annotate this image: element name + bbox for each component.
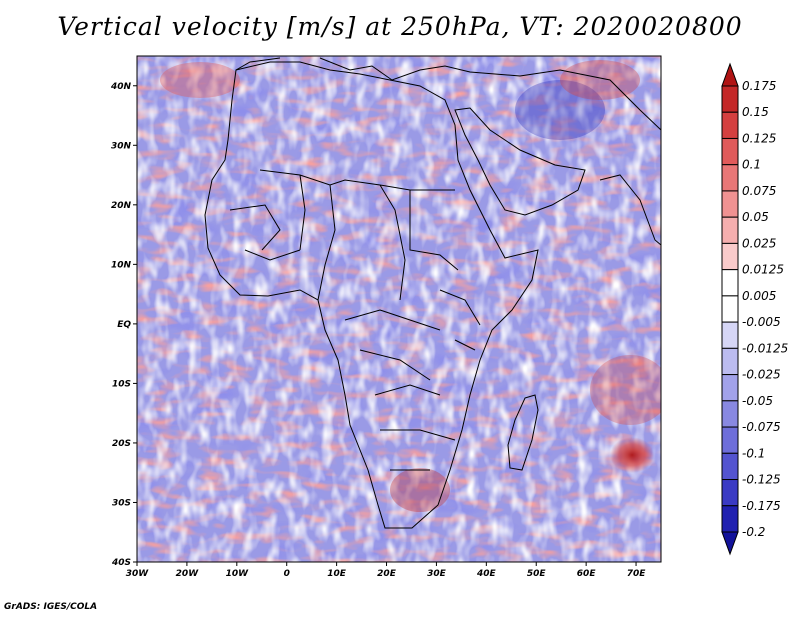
india-coastline	[599, 174, 661, 246]
colorbar-label: -0.05	[742, 394, 773, 408]
lon-tick-label: 50E	[527, 569, 547, 579]
credit-label: GrADS: IGES/COLA	[4, 602, 98, 612]
colorbar-segment	[721, 242, 739, 271]
plot-frame	[136, 55, 662, 563]
lat-tick-label: 40N	[110, 82, 132, 92]
colorbar-segment	[721, 347, 739, 376]
colorbar-segment	[721, 269, 739, 297]
colorbar-label: 0.0125	[742, 263, 784, 277]
colorbar-top-arrow	[721, 62, 739, 87]
colorbar-segment	[721, 190, 739, 218]
lon-tick-label: 10E	[327, 569, 347, 579]
lon-tick-label: 10W	[226, 569, 250, 579]
lat-tick-label: 10N	[111, 260, 132, 270]
lat-tick-label: EQ	[117, 320, 131, 330]
colorbar-segment	[721, 426, 739, 454]
arabia-coastline	[454, 107, 586, 216]
lat-tick-label: 30S	[112, 498, 131, 508]
chart-title: Vertical velocity [m/s] at 250hPa, VT: 2…	[57, 12, 743, 41]
colorbar-segment	[721, 295, 739, 323]
colorbar-segment	[721, 505, 739, 533]
lon-tick-label: 20W	[176, 569, 200, 579]
lat-tick-label: 20S	[112, 439, 131, 449]
lat-tick-label: 40S	[111, 558, 131, 568]
lon-tick-label: 30E	[427, 569, 447, 579]
colorbar: 0.175 0.15 0.125 0.1 0.075 0.05 0.025 0.0125 0.0…	[721, 62, 788, 556]
lon-tick-label: 0	[284, 569, 290, 579]
colorbar-label: 0.15	[742, 105, 769, 119]
longitude-axis: 30W 20W 10W 0 10E 20E 30E 40E 50E 60E 70E	[126, 562, 646, 579]
colorbar-label: 0.175	[742, 79, 776, 93]
latitude-axis: 40N 30N 20N 10N EQ 10S 20S 30S 40S	[110, 82, 137, 568]
colorbar-segment	[721, 321, 739, 349]
colorbar-label: -0.005	[742, 315, 781, 329]
lat-tick-label: 10S	[112, 379, 131, 389]
colorbar-segment	[721, 137, 739, 166]
colorbar-segment	[721, 111, 739, 139]
colorbar-label: 0.025	[742, 236, 776, 250]
colorbar-segment	[721, 400, 739, 428]
colorbar-bottom-arrow	[721, 531, 739, 556]
lon-tick-label: 20E	[377, 569, 397, 579]
colorbar-segment	[721, 452, 739, 481]
africa-coastline	[204, 61, 539, 529]
lat-tick-label: 20N	[111, 201, 132, 211]
lon-tick-label: 40E	[476, 569, 497, 579]
colorbar-segment	[721, 479, 739, 507]
colorbar-label: 0.05	[742, 210, 769, 224]
colorbar-label: -0.2	[742, 525, 765, 539]
colorbar-label: 0.125	[742, 131, 776, 145]
europe-coastline	[235, 57, 661, 131]
colorbar-label: -0.1	[742, 446, 765, 460]
colorbar-label: 0.075	[742, 184, 776, 198]
velocity-field	[137, 56, 661, 562]
colorbar-segment	[721, 85, 739, 113]
madagascar-coastline	[507, 394, 539, 471]
colorbar-label: -0.075	[742, 420, 781, 434]
colorbar-segment	[721, 216, 739, 244]
lon-tick-label: 60E	[577, 569, 597, 579]
coastlines	[204, 57, 661, 529]
colorbar-label: -0.175	[742, 499, 781, 513]
lon-tick-label: 70E	[627, 569, 647, 579]
colorbar-segment	[721, 164, 739, 192]
colorbar-label: 0.1	[742, 158, 761, 172]
borders	[229, 169, 481, 471]
colorbar-segment	[721, 374, 739, 402]
colorbar-label: 0.005	[742, 289, 776, 303]
lon-tick-label: 30W	[126, 569, 150, 579]
colorbar-label: -0.125	[742, 473, 781, 487]
colorbar-label: -0.0125	[742, 341, 788, 355]
colorbar-label: -0.025	[742, 368, 781, 382]
lat-tick-label: 30N	[111, 141, 132, 151]
